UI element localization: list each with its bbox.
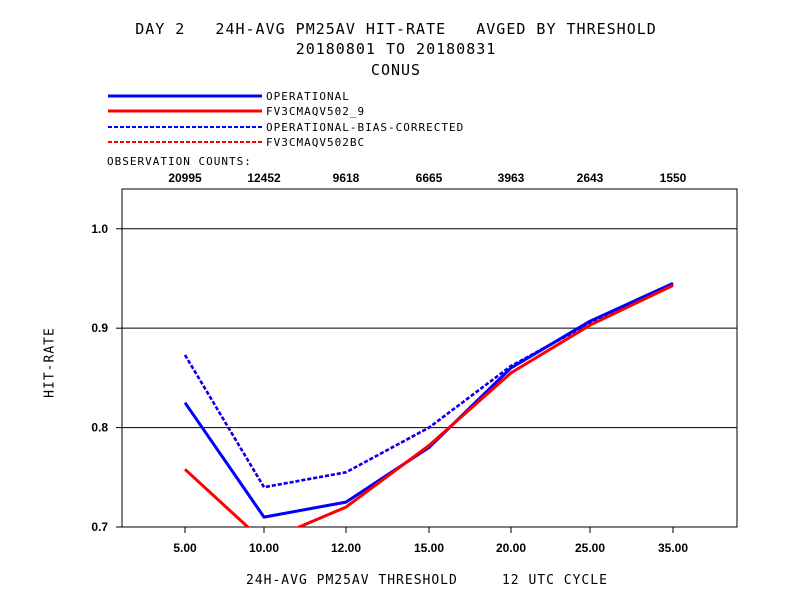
- legend-label-operational: OPERATIONAL: [266, 90, 350, 103]
- legend-label-fv3cmaqv502bc: FV3CMAQV502BC: [266, 136, 366, 149]
- observation-count-0: 20995: [168, 171, 202, 185]
- x-axis-label: 24H-AVG PM25AV THRESHOLD 12 UTC CYCLE: [246, 573, 608, 588]
- plot-frame: [121, 188, 738, 528]
- observation-counts-title: OBSERVATION COUNTS:: [107, 155, 252, 168]
- y-tick-label-1: 0.8: [91, 421, 108, 435]
- y-tick-label-2: 0.9: [91, 321, 108, 335]
- y-tick-label-3: 1.0: [91, 222, 108, 236]
- x-tick-label-0: 5.00: [173, 541, 197, 555]
- observation-count-4: 3963: [498, 171, 525, 185]
- x-tick-label-6: 35.00: [658, 541, 688, 555]
- observation-count-5: 2643: [577, 171, 604, 185]
- x-tick-label-2: 12.00: [331, 541, 361, 555]
- observation-count-1: 12452: [247, 171, 281, 185]
- legend-label-fv3cmaqv502-9: FV3CMAQV502_9: [266, 105, 366, 118]
- x-tick-label-1: 10.00: [249, 541, 279, 555]
- observation-count-2: 9618: [333, 171, 360, 185]
- x-tick-label-3: 15.00: [414, 541, 444, 555]
- series-line-2: [183, 282, 674, 489]
- observation-count-6: 1550: [660, 171, 687, 185]
- series-line-0: [183, 282, 674, 519]
- series-line-1: [183, 284, 674, 527]
- chart-title-line2: 20180801 TO 20180831: [295, 40, 497, 58]
- observation-count-3: 6665: [416, 171, 443, 185]
- legend-label-operational-bias-corrected: OPERATIONAL-BIAS-CORRECTED: [266, 121, 465, 134]
- chart-title-line3: CONUS: [370, 61, 422, 79]
- x-tick-label-4: 20.00: [496, 541, 526, 555]
- x-tick-label-5: 25.00: [575, 541, 605, 555]
- chart-title-line1: DAY 2 24H-AVG PM25AV HIT-RATE AVGED BY T…: [135, 20, 657, 38]
- y-tick-label-0: 0.7: [91, 520, 108, 534]
- series-line-3: [183, 283, 674, 489]
